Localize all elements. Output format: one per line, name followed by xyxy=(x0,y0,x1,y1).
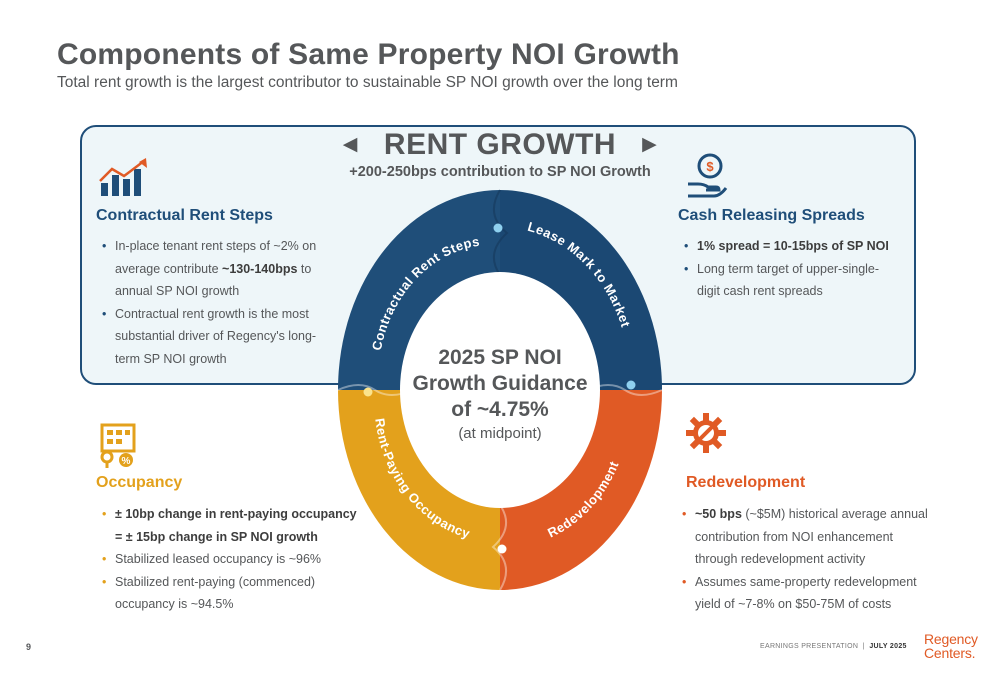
cash-bullet-2: Long term target of upper-single-digit c… xyxy=(683,258,898,303)
footer-text: EARNINGS PRESENTATION | JULY 2025 xyxy=(760,643,907,650)
noi-growth-ring: Contractual Rent Steps Lease Mark to Mar… xyxy=(337,189,663,591)
ring-dot-bottom xyxy=(497,544,507,554)
occupancy-bullets: ± 10bp change in rent-paying occupancy =… xyxy=(101,503,363,616)
occupancy-heading: Occupancy xyxy=(96,474,183,491)
page-subtitle: Total rent growth is the largest contrib… xyxy=(57,74,678,91)
left-triangle-icon: ◀ xyxy=(342,134,358,155)
rent-growth-title: ◀ RENT GROWTH ▶ xyxy=(0,128,1000,162)
contractual-bullets: In-place tenant rent steps of ~2% on ave… xyxy=(101,235,321,370)
page-title: Components of Same Property NOI Growth xyxy=(57,38,680,71)
redevelopment-heading: Redevelopment xyxy=(686,474,806,491)
center-line-1: 2025 SP NOI xyxy=(438,346,562,369)
center-line-2: Growth Guidance xyxy=(412,372,588,395)
center-guidance: 2025 SP NOI Growth Guidance of ~4.75% (a… xyxy=(400,345,600,442)
right-triangle-icon: ▶ xyxy=(642,134,658,155)
cash-heading: Cash Releasing Spreads xyxy=(678,207,865,224)
center-line-4: (at midpoint) xyxy=(458,425,542,442)
ring-dot-top xyxy=(493,223,503,233)
ring-dot-left xyxy=(363,387,373,397)
building-key-percent-icon: % xyxy=(96,423,140,474)
rent-growth-subtitle: +200-250bps contribution to SP NOI Growt… xyxy=(349,164,651,180)
contractual-bullet-1: In-place tenant rent steps of ~2% on ave… xyxy=(101,235,321,303)
cash-bullet-1: 1% spread = 10-15bps of SP NOI xyxy=(683,235,898,258)
contractual-heading: Contractual Rent Steps xyxy=(96,207,273,224)
rising-bar-chart-icon xyxy=(98,157,152,204)
regency-centers-logo: Regency Centers. xyxy=(924,631,978,661)
redevelopment-bullet-2: Assumes same-property redevelopment yiel… xyxy=(681,571,931,616)
ring-dot-right xyxy=(626,380,636,390)
hand-dollar-coin-icon: $ xyxy=(686,150,730,205)
redevelopment-bullets: ~50 bps (~$5M) historical average annual… xyxy=(681,503,931,616)
contractual-bullet-2: Contractual rent growth is the most subs… xyxy=(101,303,321,371)
page-number: 9 xyxy=(26,642,32,652)
occupancy-bullet-2: Stabilized leased occupancy is ~96% xyxy=(101,548,363,571)
center-line-3: of ~4.75% xyxy=(451,398,549,421)
gear-wrench-icon xyxy=(685,412,727,459)
ring-center-hole xyxy=(400,272,600,508)
occupancy-bullet-3: Stabilized rent-paying (commenced) occup… xyxy=(101,571,363,616)
redevelopment-bullet-1: ~50 bps (~$5M) historical average annual… xyxy=(681,503,931,571)
cash-bullets: 1% spread = 10-15bps of SP NOI Long term… xyxy=(683,235,898,303)
svg-text:%: % xyxy=(122,456,131,467)
occupancy-bullet-1: ± 10bp change in rent-paying occupancy =… xyxy=(101,503,363,548)
rent-growth-label: RENT GROWTH xyxy=(383,128,617,161)
svg-text:$: $ xyxy=(706,159,714,174)
